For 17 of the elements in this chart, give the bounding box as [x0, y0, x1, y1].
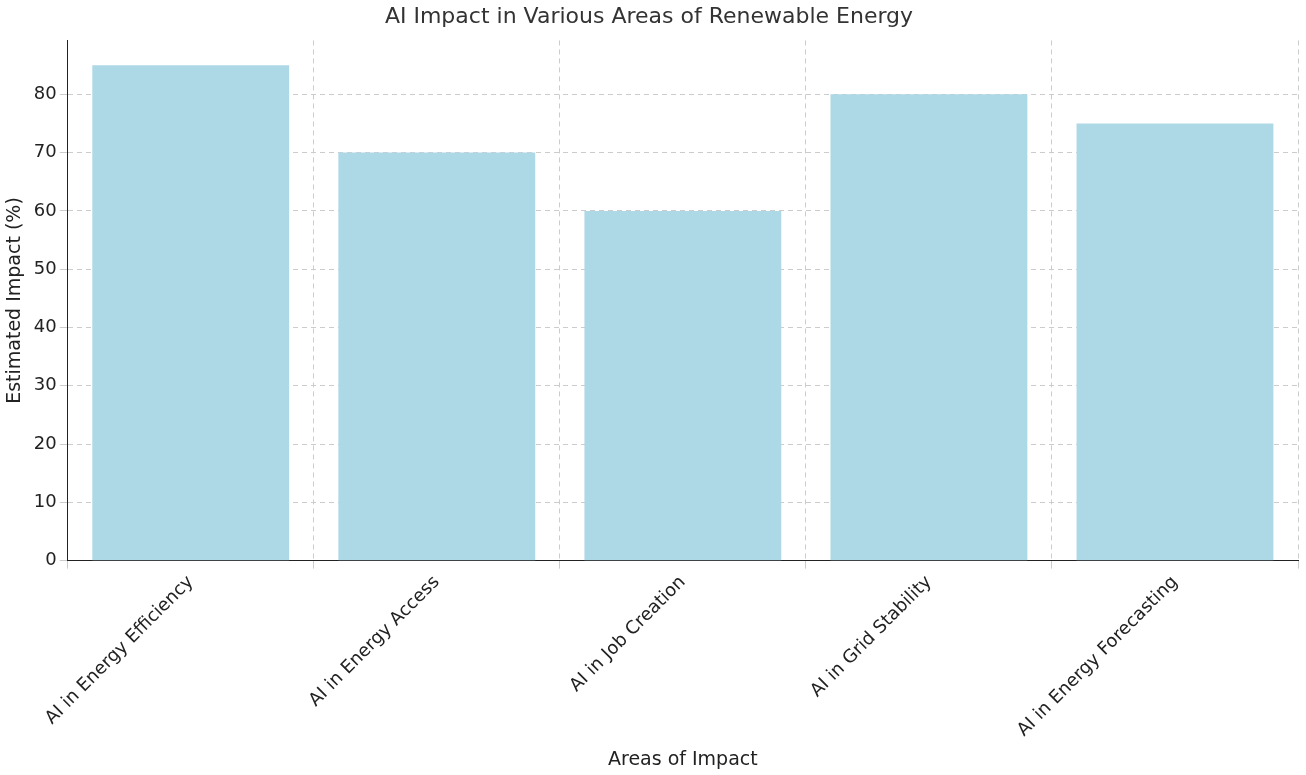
bar: [1076, 123, 1274, 561]
y-tick-label: 50: [33, 256, 57, 278]
chart-title: AI Impact in Various Areas of Renewable Energy: [384, 2, 914, 28]
bar: [584, 210, 782, 561]
y-tick-label: 40: [33, 315, 57, 337]
y-tick-label: 70: [33, 140, 57, 162]
y-tick-label: 30: [33, 373, 57, 395]
y-axis-title: Estimated Impact (%): [2, 197, 25, 404]
y-tick-label: 20: [33, 431, 57, 453]
bar: [338, 152, 536, 561]
y-tick-label: 60: [33, 198, 57, 220]
y-tick-label: 0: [45, 548, 57, 570]
y-tick-label: 10: [33, 490, 57, 512]
bar: [830, 94, 1028, 561]
x-axis-title: Areas of Impact: [607, 746, 758, 769]
bar: [92, 65, 290, 561]
y-tick-label: 80: [33, 81, 57, 103]
